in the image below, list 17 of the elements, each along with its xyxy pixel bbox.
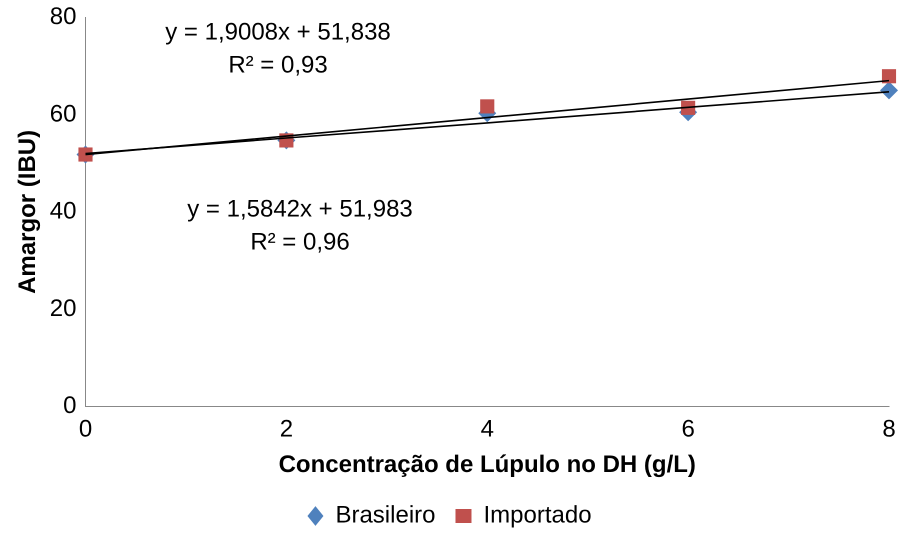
annotation: R² = 0,93: [228, 52, 328, 79]
y-tick-label: 20: [50, 294, 76, 322]
x-tick-label: 2: [280, 415, 294, 442]
x-tick-label: 8: [882, 415, 896, 442]
y-tick-label: 0: [63, 392, 76, 420]
legend-label: Brasileiro: [335, 502, 436, 529]
y-tick-label: 40: [50, 198, 76, 225]
x-tick-label: 4: [480, 415, 494, 442]
x-axis-title: Concentração de Lúpulo no DH (g/L): [278, 451, 696, 478]
y-tick-label: 60: [50, 100, 76, 128]
annotation: y = 1,9008x + 51,838: [165, 18, 391, 46]
annotation: R² = 0,96: [250, 228, 350, 256]
legend-label: Importado: [483, 502, 592, 529]
y-tick-label: 80: [50, 3, 76, 30]
x-tick-label: 6: [681, 415, 695, 442]
y-axis-title: Amargor (IBU): [14, 130, 42, 294]
annotation: y = 1,5842x + 51,983: [187, 196, 413, 223]
